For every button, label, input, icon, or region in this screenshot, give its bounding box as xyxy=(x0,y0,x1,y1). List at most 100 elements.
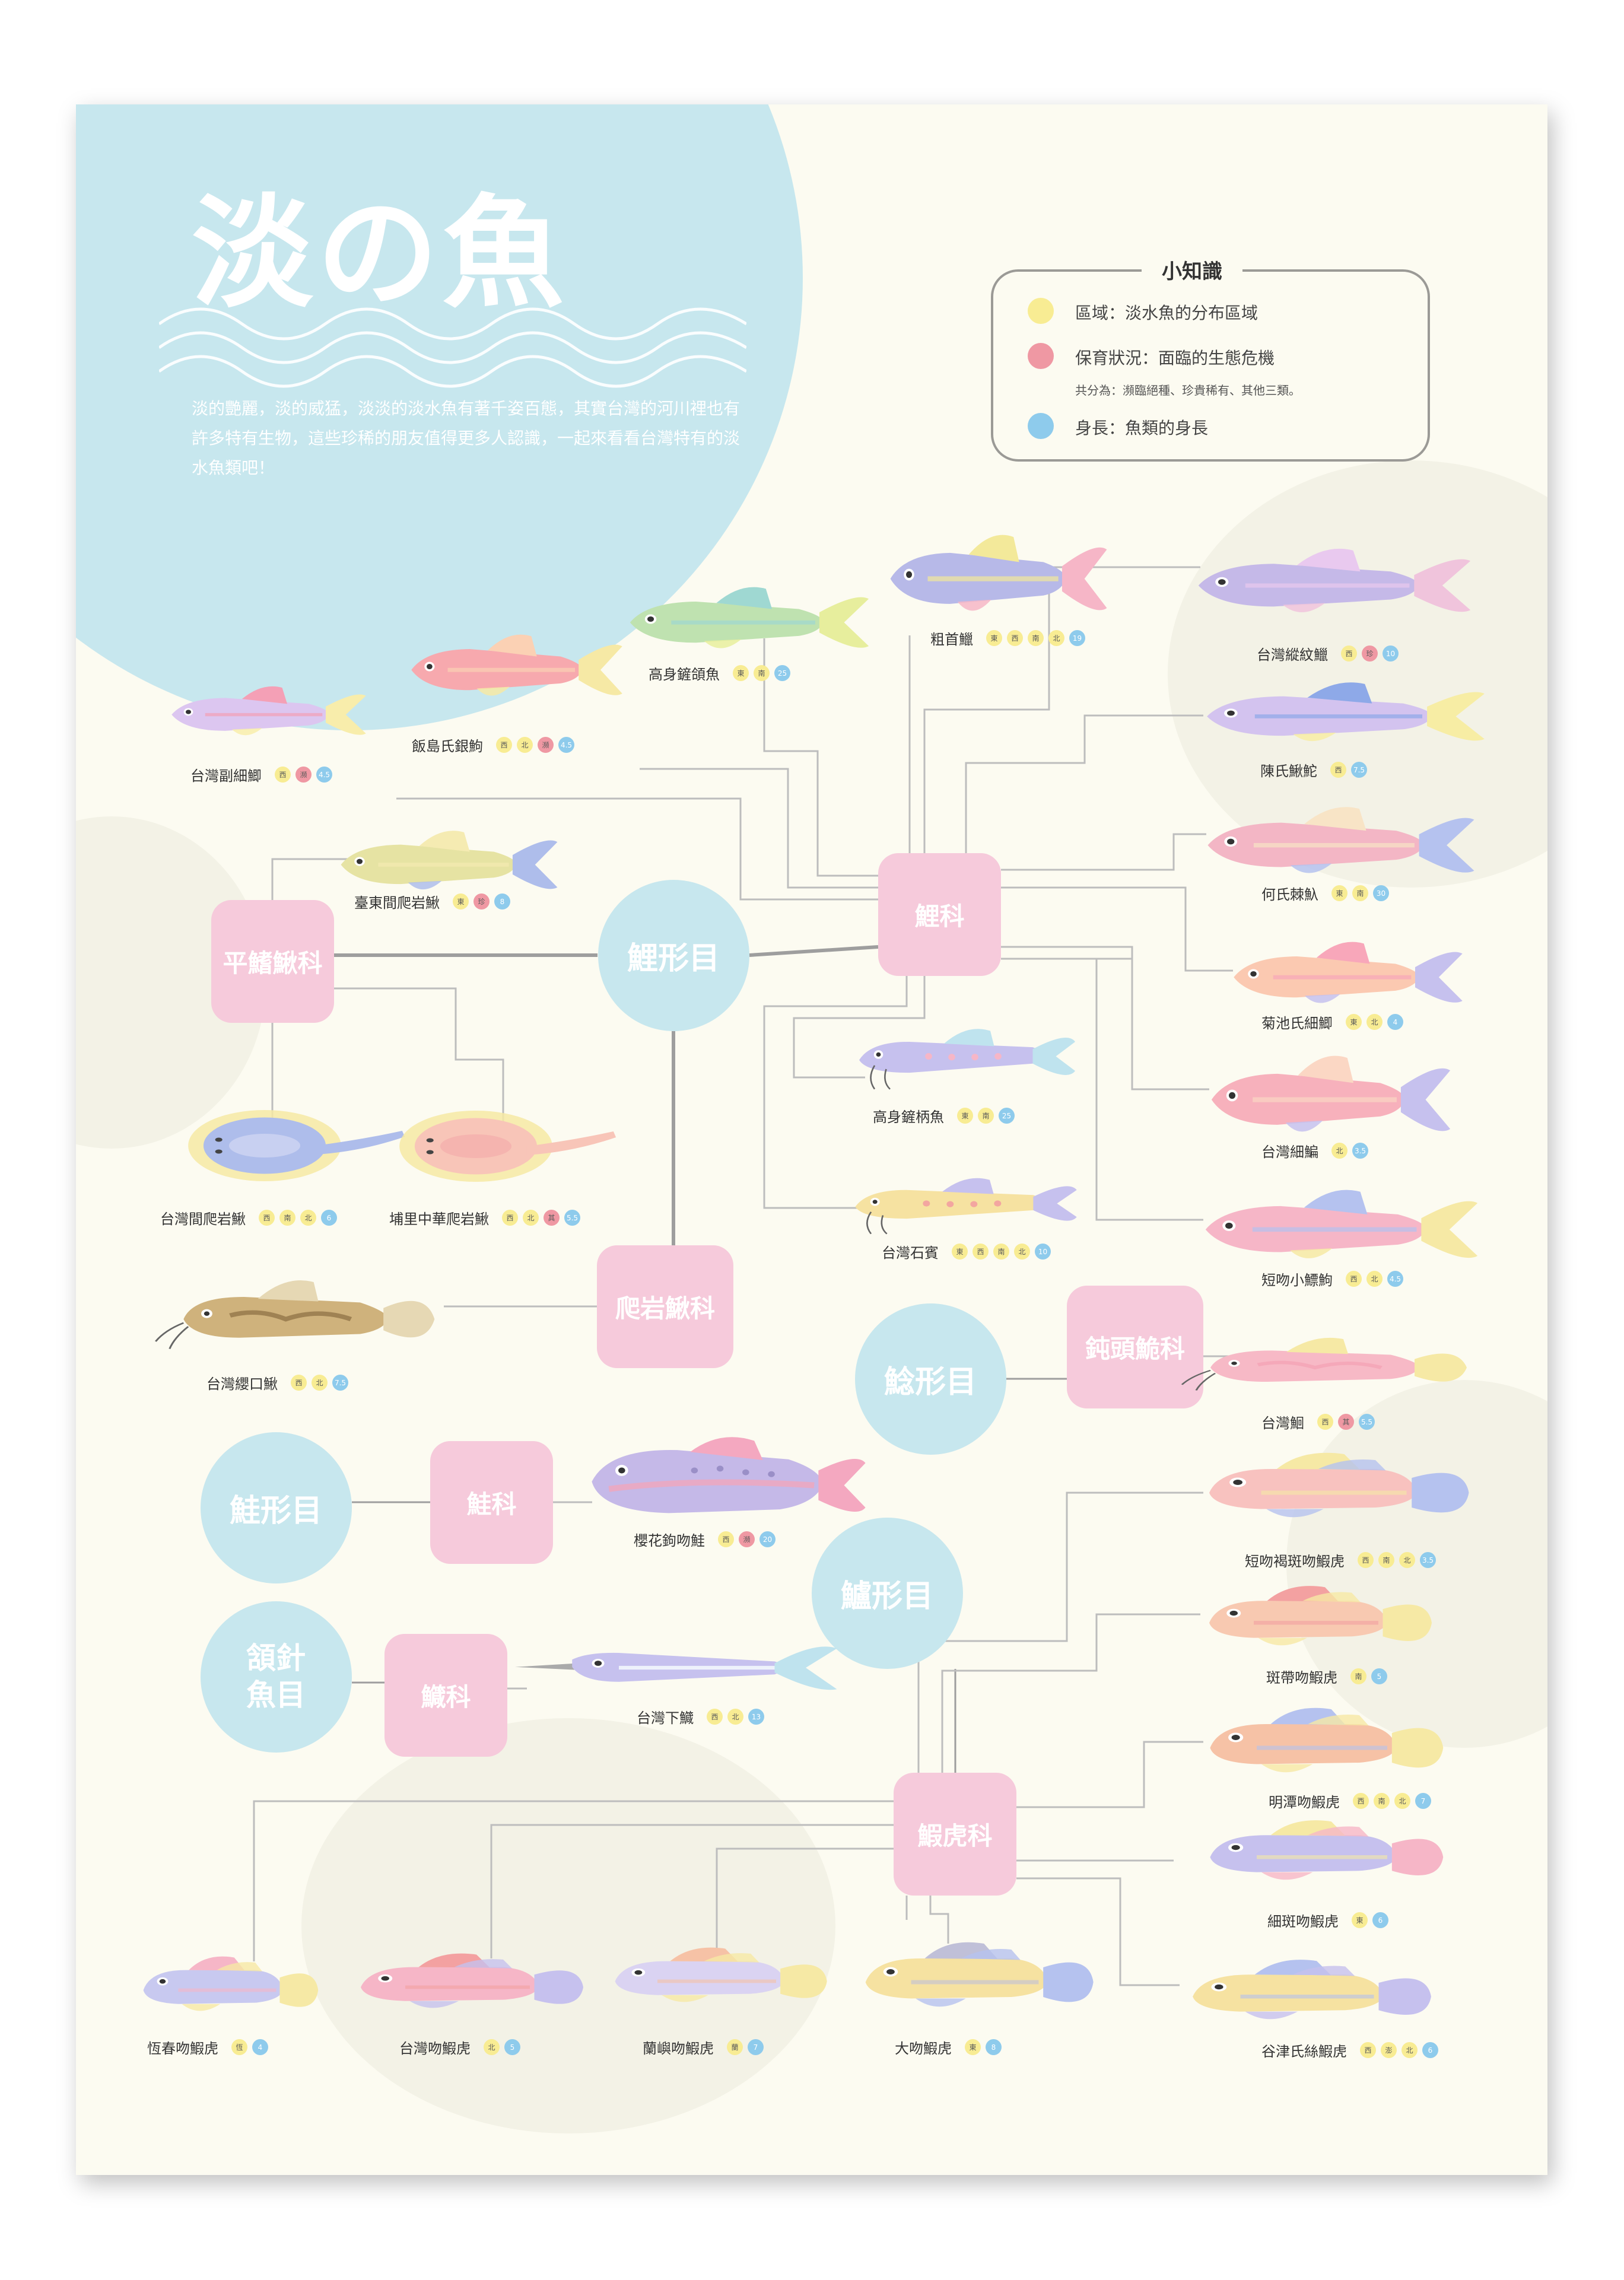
status-badge: 珍 xyxy=(1362,645,1378,662)
family-label: 鯉科 xyxy=(914,902,965,931)
region-badge: 南 xyxy=(993,1244,1009,1260)
onychostoma-fish-icon xyxy=(622,582,877,656)
region-badge: 東 xyxy=(986,630,1002,646)
region-badge: 西 xyxy=(1007,630,1023,646)
yatsu-goby-fish-icon xyxy=(1174,1955,1441,2027)
squalidus-fish-icon xyxy=(404,629,630,704)
length-badge: 5 xyxy=(1371,1668,1387,1684)
order-salmoniformes: 鮭形目 xyxy=(200,1432,352,1583)
region-badge: 恆 xyxy=(231,2039,247,2055)
length-badge: 7.5 xyxy=(332,1375,348,1391)
connector-line xyxy=(965,714,1203,853)
length-badge: 8 xyxy=(494,893,510,910)
connector-line xyxy=(334,987,504,1140)
region-dot-icon xyxy=(1028,298,1054,324)
region-badge: 西 xyxy=(1346,1271,1362,1287)
order-perciformes: 鱸形目 xyxy=(811,1517,963,1669)
spinibarbus-fish-icon xyxy=(1199,802,1483,882)
length-badge: 5.5 xyxy=(564,1210,580,1226)
fish-label: 細斑吻鰕虎東 6 xyxy=(1267,1910,1388,1931)
order-label: 鮭形目 xyxy=(229,1493,322,1529)
status-dot-icon xyxy=(1028,343,1054,369)
region-badge: 南 xyxy=(1352,885,1368,901)
fish-name: 細斑吻鰕虎 xyxy=(1267,1913,1339,1930)
length-badge: 7.5 xyxy=(1351,762,1367,778)
wave-icon xyxy=(159,307,746,388)
fish-label: 大吻鰕虎東 8 xyxy=(895,2037,1002,2058)
region-badge: 北 xyxy=(517,737,533,753)
fish-name: 蘭嶼吻鰕虎 xyxy=(643,2040,714,2057)
region-badge: 西 xyxy=(1358,1552,1374,1568)
background-blob xyxy=(301,1718,835,2133)
region-badge: 北 xyxy=(1014,1244,1030,1260)
fish-label: 陳氏鰍鮀西 7.5 xyxy=(1260,759,1367,780)
loach-fish-icon xyxy=(333,826,565,897)
status-badge: 其 xyxy=(1338,1414,1354,1430)
large-snout-goby-fish-icon xyxy=(847,1938,1102,2015)
length-badge: 25 xyxy=(774,665,790,681)
fish-label: 台灣鮰西其 5.5 xyxy=(1261,1411,1375,1432)
connector-line xyxy=(1016,1877,1180,1986)
status-badge: 瀕 xyxy=(739,1531,755,1547)
connector-line xyxy=(763,638,878,877)
connector-line xyxy=(1001,958,1203,1221)
fish-label: 恆春吻鰕虎恆 4 xyxy=(147,2037,268,2058)
fish-label: 台灣吻鰕虎北 5 xyxy=(399,2037,520,2058)
length-badge: 10 xyxy=(1383,645,1399,662)
length-badge: 4.5 xyxy=(1387,1271,1403,1287)
connector-line xyxy=(763,976,908,1209)
region-badge: 南 xyxy=(1374,1793,1390,1809)
fish-name: 谷津氏絲鰕虎 xyxy=(1261,2043,1347,2060)
status-badge: 瀕 xyxy=(538,737,554,753)
fish-name: 台灣石賓 xyxy=(882,1245,939,1261)
liobagrus-fish-icon xyxy=(1181,1328,1476,1396)
region-badge: 西 xyxy=(291,1375,307,1391)
length-badge: 4.5 xyxy=(316,767,332,783)
region-badge: 北 xyxy=(312,1375,328,1391)
region-badge: 西 xyxy=(275,767,291,783)
connector-line xyxy=(640,768,878,889)
region-badge: 北 xyxy=(1394,1793,1410,1809)
region-badge: 東 xyxy=(952,1244,968,1260)
family-salmonidae: 鮭科 xyxy=(430,1441,553,1564)
connector-line xyxy=(929,1896,949,1944)
fish-name: 粗首鱲 xyxy=(930,631,973,648)
legend-note: 共分為：瀕臨絕種、珍貴稀有、其他三類。 xyxy=(1075,383,1301,398)
rasbora-fish-icon xyxy=(165,682,373,742)
fish-name: 明潭吻鰕虎 xyxy=(1269,1794,1340,1811)
connector-line xyxy=(490,1824,894,1958)
puli-loach-fish-icon xyxy=(389,1105,624,1188)
region-badge: 北 xyxy=(1401,2042,1418,2058)
status-badge: 瀕 xyxy=(295,767,312,783)
region-badge: 西 xyxy=(496,737,512,753)
fish-name: 陳氏鰍鮀 xyxy=(1260,763,1317,780)
poster: 淡の魚 淡的艷麗，淡的威猛，淡淡的淡水魚有著千姿百態，其實台灣的河川裡也有許多特… xyxy=(76,104,1547,2175)
fish-name: 何氏棘魞 xyxy=(1261,886,1318,903)
fish-name: 短吻小鰾鮈 xyxy=(1261,1272,1333,1289)
length-badge: 5 xyxy=(504,2039,520,2055)
connector-line xyxy=(1016,1741,1203,1808)
fish-name: 埔里中華爬岩鰍 xyxy=(389,1211,489,1228)
mingtan-goby-fish-icon xyxy=(1191,1703,1453,1780)
brown-goby-fish-icon xyxy=(1188,1448,1479,1525)
family-amblycipitidae: 鈍頭鮠科 xyxy=(1067,1286,1203,1408)
legend-title: 小知識 xyxy=(1142,255,1242,284)
region-badge: 西 xyxy=(707,1709,723,1725)
length-badge: 7 xyxy=(748,2039,764,2055)
length-badge: 4.5 xyxy=(558,737,574,753)
region-badge: 東 xyxy=(965,2039,981,2055)
family-balitoridae: 平鰭鰍科 xyxy=(211,900,334,1023)
length-badge: 7 xyxy=(1415,1793,1431,1809)
hillstream-loach-fish-icon xyxy=(178,1104,412,1187)
order-label: 鯰形目 xyxy=(883,1364,977,1400)
crossostoma-fish-icon xyxy=(155,1267,444,1356)
length-badge: 20 xyxy=(759,1531,776,1547)
hengchun-goby-fish-icon xyxy=(129,1953,325,2018)
connector-lines xyxy=(253,566,1239,1986)
region-badge: 西 xyxy=(718,1531,734,1547)
fish-label: 明潭吻鰕虎西南北 7 xyxy=(1269,1791,1431,1811)
fish-name: 台灣間爬岩鰍 xyxy=(160,1211,246,1228)
spotted-goby-fish-icon xyxy=(1191,1816,1453,1887)
fish-label: 蘭嶼吻鰕虎蘭 7 xyxy=(643,2037,764,2058)
fish-label: 台灣石賓東西南北 10 xyxy=(882,1241,1051,1262)
